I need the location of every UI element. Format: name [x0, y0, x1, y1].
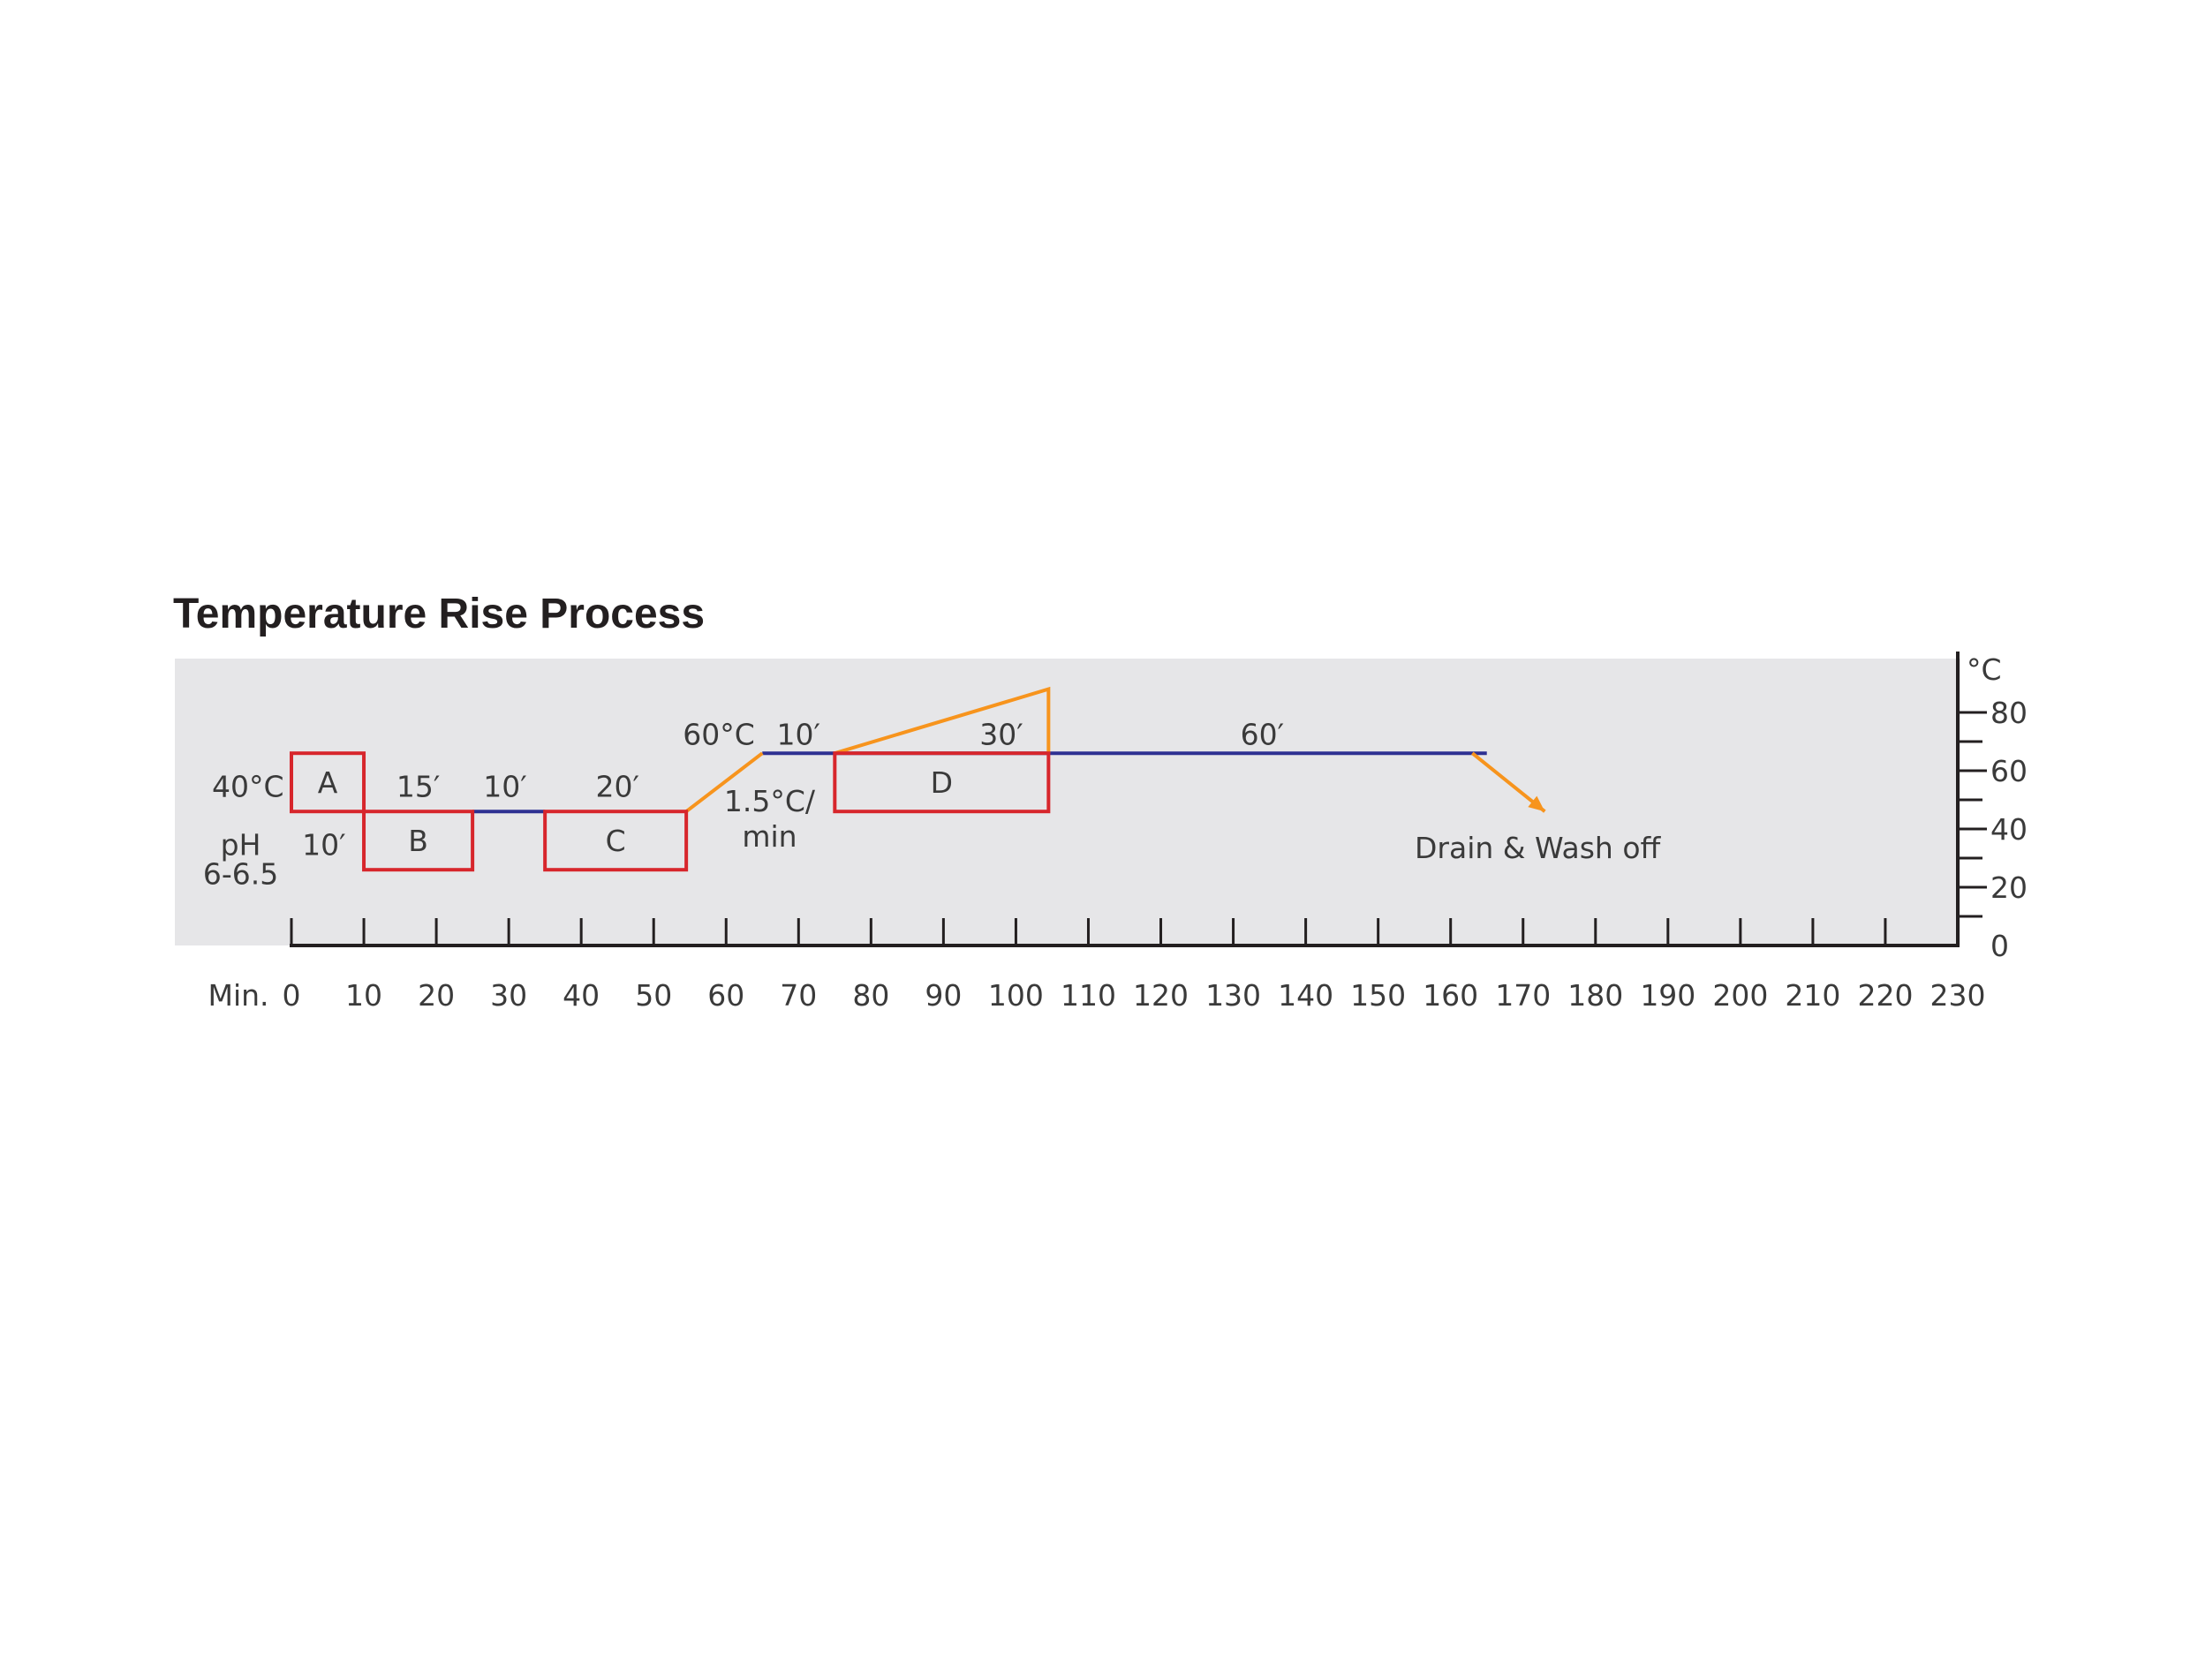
dosing-box-a	[290, 751, 366, 814]
annotation-label-2: pH	[221, 828, 261, 863]
ramp-line-2	[834, 686, 1051, 756]
dosing-box-d	[833, 751, 1051, 814]
x-tick-label-70: 70	[780, 978, 817, 1013]
y-tick-label-80: 80	[1990, 696, 2028, 730]
x-axis-title: Min.	[208, 978, 268, 1013]
x-tick-label-100: 100	[988, 978, 1044, 1013]
x-tick-label-180: 180	[1567, 978, 1623, 1013]
x-tick-label-190: 190	[1640, 978, 1695, 1013]
x-tick-label-30: 30	[490, 978, 527, 1013]
chart-title: Temperature Rise Process	[173, 591, 705, 637]
x-tick-label-60: 60	[707, 978, 744, 1013]
y-tick-label-0: 0	[1990, 929, 2009, 963]
dosing-box-layer: A B C D	[290, 751, 1051, 872]
x-tick-label-160: 160	[1423, 978, 1478, 1013]
annotation-label-5: 15′	[396, 770, 440, 804]
annotation-layer: 40°C pH6-6.5 10′ 15′ 10′ 20′ 1.5°C/min 60°C 10′ 3…	[203, 717, 1662, 891]
x-tick-label-0: 0	[283, 978, 301, 1013]
chart-panel	[175, 659, 1960, 945]
dosing-box-c	[543, 810, 689, 872]
drain-arrowhead	[1528, 795, 1545, 812]
axis-layer: 0 10 20 30 40 50 60 70 80 90 100 110 120 130 140 150 160…	[208, 652, 2028, 1013]
dosing-box-b	[362, 810, 475, 872]
annotation-label-11: 10′	[777, 717, 820, 751]
x-tick-label-170: 170	[1495, 978, 1551, 1013]
x-tick-label-40: 40	[563, 978, 600, 1013]
x-tick-label-210: 210	[1785, 978, 1840, 1013]
dosing-box-label-a: A	[318, 765, 338, 800]
x-tick-label-130: 130	[1205, 978, 1261, 1013]
x-tick-label-10: 10	[345, 978, 382, 1013]
x-tick-label-230: 230	[1930, 978, 1986, 1013]
y-tick-label-20: 20	[1990, 870, 2028, 905]
x-tick-label-220: 220	[1857, 978, 1913, 1013]
annotation-label-7: 20′	[595, 770, 638, 804]
x-tick-label-120: 120	[1133, 978, 1189, 1013]
annotation-label-14: Drain & Wash off	[1415, 831, 1662, 865]
x-tick-label-150: 150	[1350, 978, 1406, 1013]
x-tick-label-20: 20	[418, 978, 455, 1013]
annotation-label-10: 60°C	[683, 717, 755, 751]
x-tick-label-80: 80	[852, 978, 889, 1013]
annotation-label-3: 6-6.5	[203, 857, 278, 892]
y-tick-label-40: 40	[1990, 812, 2028, 847]
y-axis-title: °C	[1967, 652, 2002, 687]
x-tick-label-110: 110	[1061, 978, 1116, 1013]
annotation-label-1: 40°C	[212, 770, 284, 804]
dosing-box-label-d: D	[931, 765, 953, 800]
annotation-label-13: 60′	[1241, 717, 1284, 751]
ramp-line-1	[684, 751, 764, 813]
y-tick-label-60: 60	[1990, 754, 2028, 788]
annotation-label-6: 10′	[483, 770, 526, 804]
annotation-label-4: 10′	[302, 828, 345, 863]
x-tick-label-200: 200	[1712, 978, 1768, 1013]
annotation-label-12: 30′	[979, 717, 1023, 751]
annotation-label-8: 1.5°C/	[724, 784, 816, 818]
x-tick-label-50: 50	[635, 978, 672, 1013]
dosing-box-label-c: C	[606, 824, 626, 858]
x-tick-label-90: 90	[925, 978, 962, 1013]
x-tick-label-140: 140	[1278, 978, 1333, 1013]
annotation-label-9: min	[742, 819, 797, 854]
dosing-box-label-b: B	[408, 824, 428, 858]
